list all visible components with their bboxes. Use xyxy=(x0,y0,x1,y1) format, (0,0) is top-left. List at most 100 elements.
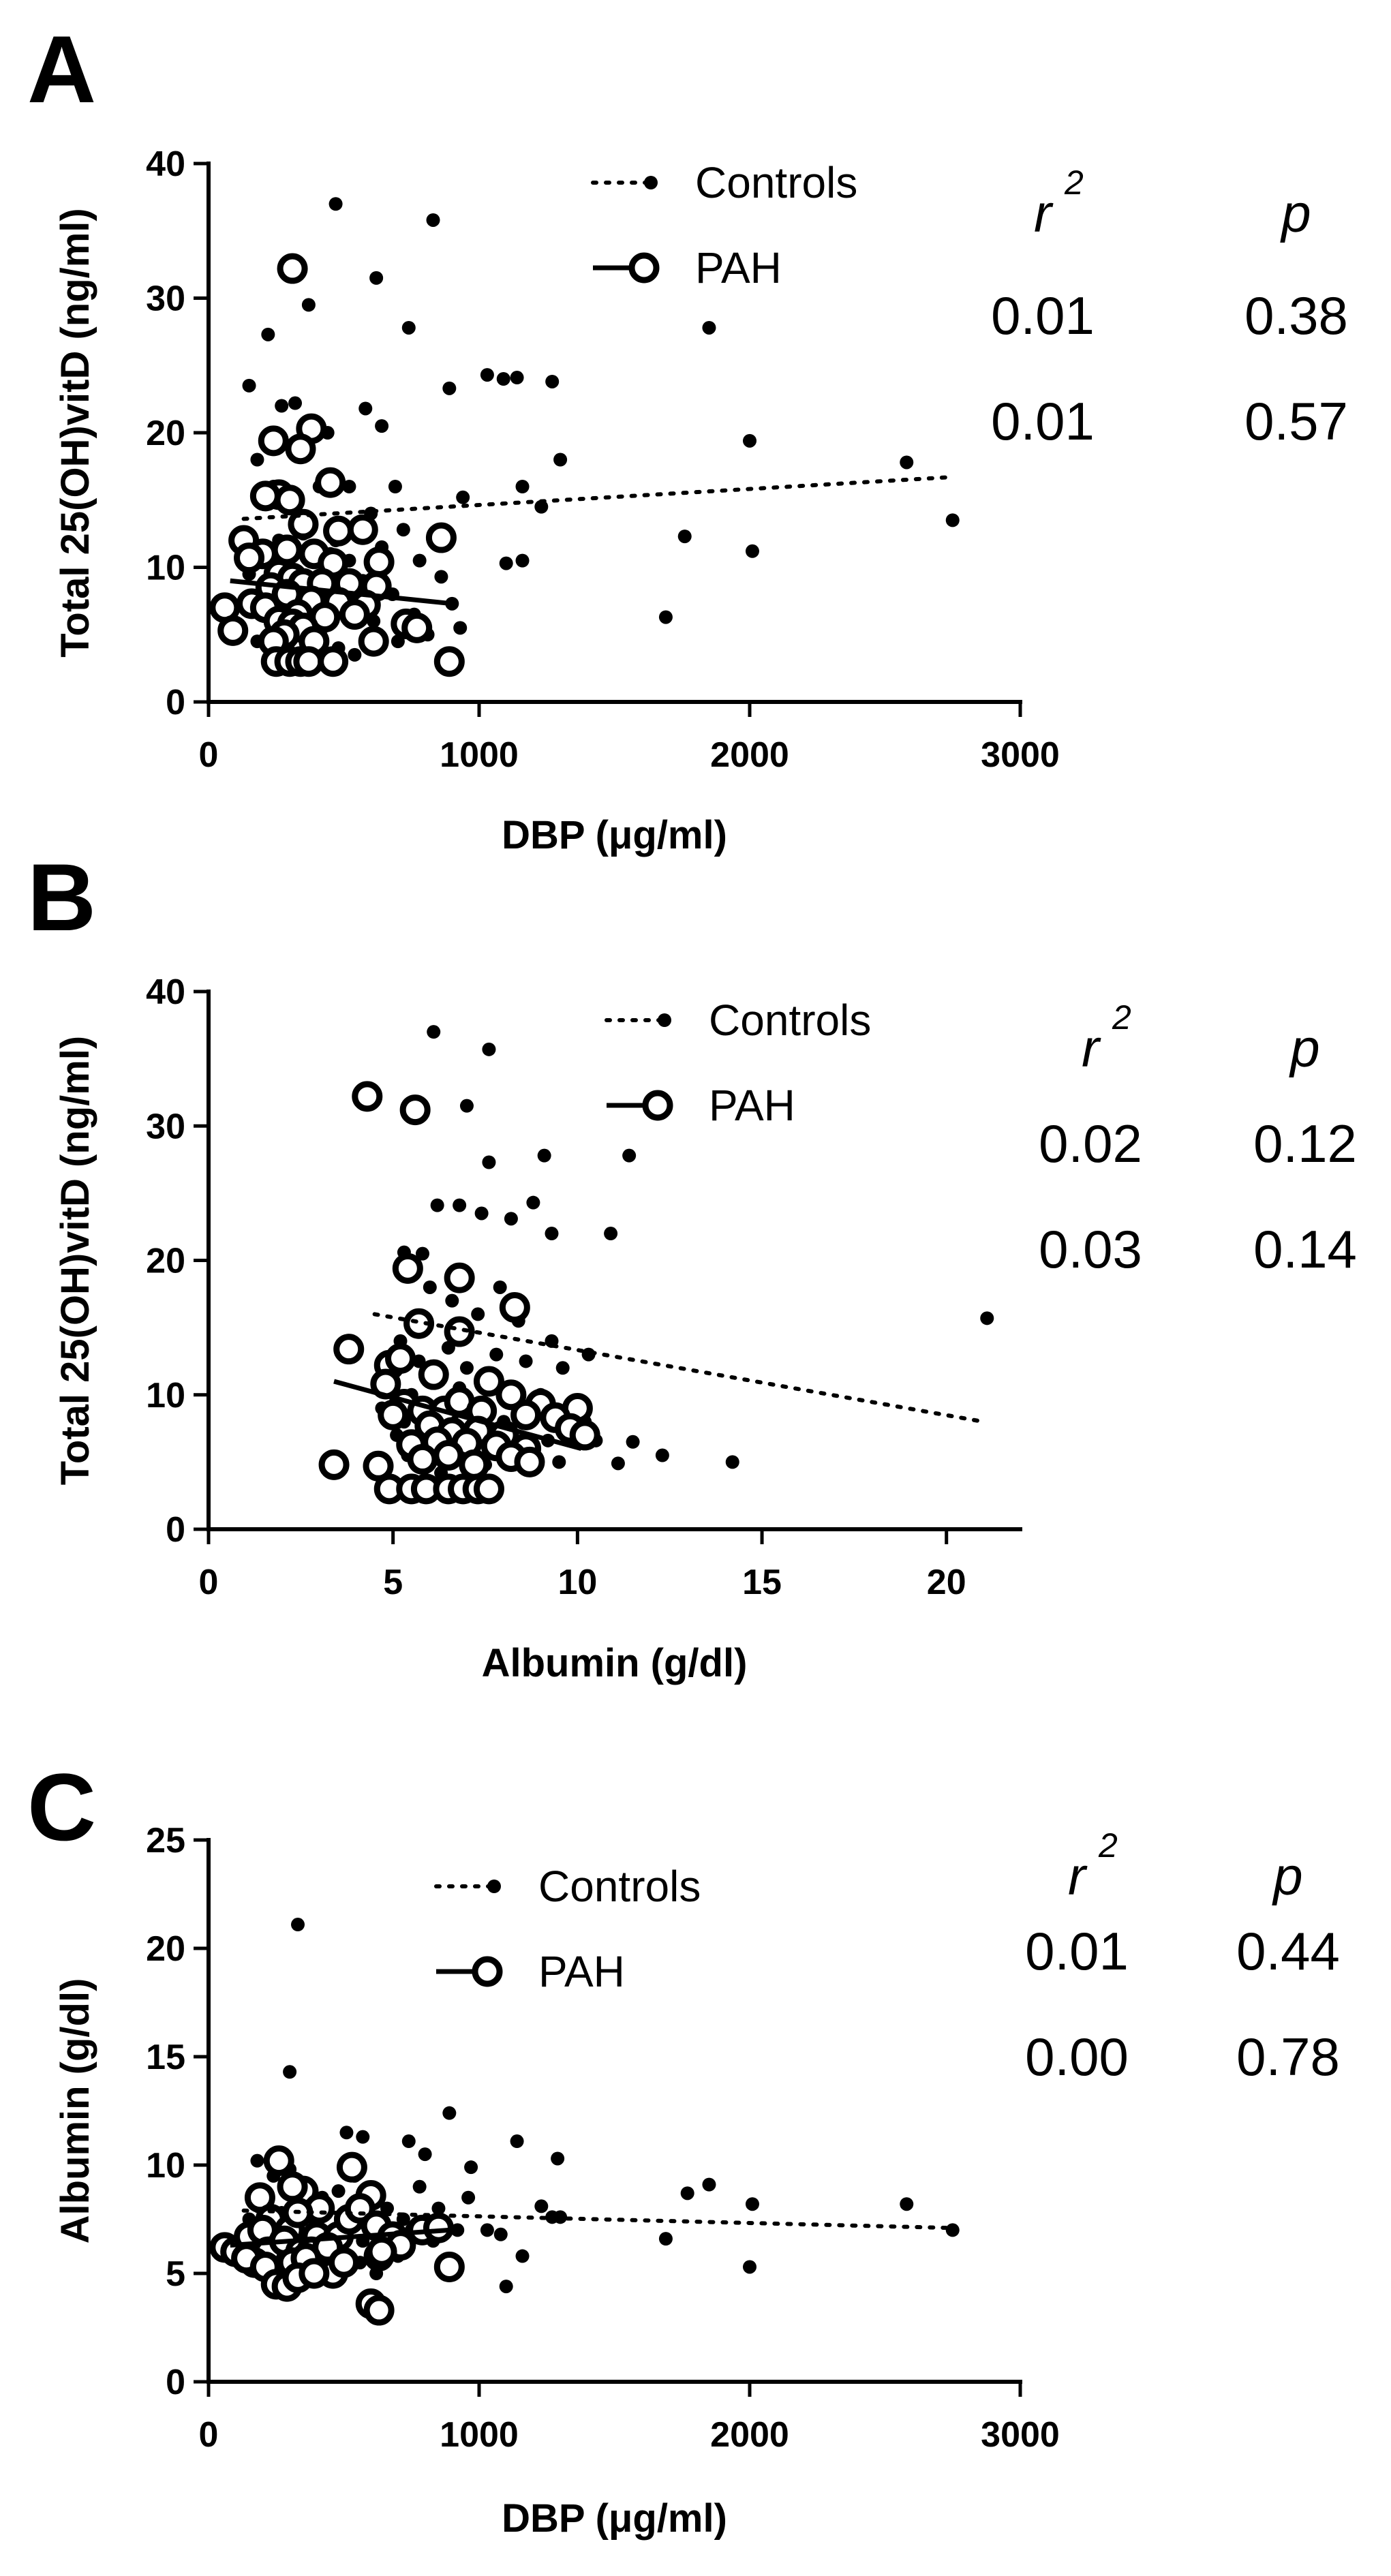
pah-fit-line xyxy=(333,1379,582,1452)
y-tick-label: 20 xyxy=(146,414,185,453)
controls-fit-line xyxy=(241,2208,952,2230)
pah-point xyxy=(249,480,281,512)
legend-pah-marker xyxy=(628,252,660,283)
control-point xyxy=(412,553,427,568)
x-axis-title: Albumin (g/dl) xyxy=(482,1641,748,1685)
pah-point xyxy=(407,1443,438,1475)
control-point xyxy=(380,2201,395,2215)
series-pah xyxy=(318,1081,600,1505)
control-point xyxy=(658,610,673,624)
control-point xyxy=(301,298,316,312)
panel-c: C 0 5 10 15 20 25 0 1000 2000 3000 DBP (μg/ml) Album… xyxy=(27,1753,1340,2541)
r-squared-value: 0.01 xyxy=(991,391,1095,451)
pah-point xyxy=(459,1449,490,1480)
r-squared-header: r xyxy=(1082,1018,1101,1078)
control-point xyxy=(553,453,568,467)
control-point xyxy=(339,2126,354,2140)
pah-point xyxy=(399,1094,431,1126)
legend-controls-label: Controls xyxy=(709,996,871,1045)
control-point xyxy=(461,2190,476,2205)
pah-point xyxy=(499,1292,530,1323)
panel-letter: B xyxy=(27,844,96,951)
p-value-header: p xyxy=(1289,1018,1319,1078)
pah-point xyxy=(258,425,289,457)
panel-a: A 0 10 20 30 40 0 1000 2000 3000 DBP (μg/ml) Total … xyxy=(27,16,1348,857)
control-point xyxy=(745,2197,759,2211)
pah-point xyxy=(293,646,324,677)
control-point xyxy=(534,2199,549,2213)
control-point xyxy=(743,433,756,448)
y-tick-label: 40 xyxy=(146,144,185,184)
pah-point xyxy=(339,599,370,630)
control-point xyxy=(418,2147,432,2162)
r-squared-superscript: 2 xyxy=(1064,164,1084,202)
x-tick-label: 2000 xyxy=(710,735,789,775)
control-point xyxy=(900,455,914,470)
pah-point xyxy=(318,646,349,677)
legend-pah-label: PAH xyxy=(709,1081,795,1130)
control-point xyxy=(945,2223,960,2237)
control-point xyxy=(725,1455,739,1469)
control-point xyxy=(283,2065,297,2079)
legend-pah-label: PAH xyxy=(538,1947,625,1996)
legend-pah-marker xyxy=(472,1956,503,1987)
y-tick-label: 0 xyxy=(166,2363,185,2402)
legend: Controls PAH xyxy=(591,158,857,292)
control-point xyxy=(388,480,402,493)
control-point xyxy=(680,2186,694,2201)
control-point xyxy=(489,1347,504,1362)
control-point xyxy=(250,2153,264,2168)
pah-point xyxy=(444,1316,475,1347)
control-point xyxy=(900,2197,914,2211)
control-point xyxy=(499,2280,513,2294)
pah-point xyxy=(433,1440,464,1471)
pah-point xyxy=(401,612,433,643)
pah-point xyxy=(495,1379,527,1411)
control-point xyxy=(655,1448,669,1462)
control-point xyxy=(423,1280,437,1294)
pah-point xyxy=(288,508,319,540)
pah-point xyxy=(363,547,395,578)
pah-point xyxy=(299,2258,330,2289)
pah-point xyxy=(358,626,389,657)
y-tick-label: 10 xyxy=(146,549,185,588)
control-point xyxy=(482,1042,496,1056)
control-point xyxy=(545,1227,559,1241)
x-tick-label: 3000 xyxy=(981,2415,1060,2455)
p-value: 0.44 xyxy=(1236,1921,1340,1981)
r-squared-superscript: 2 xyxy=(1112,998,1131,1037)
control-point xyxy=(348,647,362,662)
stats-table: r2 p 0.01 0.44 0.00 0.78 xyxy=(1025,1826,1340,2087)
control-point xyxy=(743,2260,756,2274)
pah-point xyxy=(333,1334,365,1365)
pah-point xyxy=(569,1420,600,1451)
y-tick-label: 40 xyxy=(146,972,185,1012)
legend: Controls PAH xyxy=(434,1862,701,1996)
pah-point xyxy=(277,253,308,284)
pah-point xyxy=(433,646,465,677)
p-value-header: p xyxy=(1280,183,1311,243)
y-tick-label: 10 xyxy=(146,1376,185,1415)
pah-point xyxy=(433,2251,465,2282)
control-point xyxy=(412,2179,427,2194)
control-point xyxy=(745,544,759,558)
r-squared-value: 0.01 xyxy=(991,286,1095,346)
control-point xyxy=(291,1918,305,1932)
control-point xyxy=(450,2223,465,2237)
control-point xyxy=(250,453,264,467)
control-point xyxy=(677,530,692,544)
pah-point xyxy=(385,1343,416,1374)
control-point xyxy=(493,2227,508,2241)
control-point xyxy=(555,1361,570,1375)
y-axis-title: Total 25(OH)vitD (ng/ml) xyxy=(53,208,97,657)
control-point xyxy=(622,1148,637,1163)
control-point xyxy=(453,621,468,635)
control-point xyxy=(496,372,510,386)
x-tick-label: 3000 xyxy=(981,735,1060,775)
p-value-header: p xyxy=(1272,1846,1302,1906)
control-point xyxy=(401,320,416,335)
pah-point xyxy=(363,2295,395,2326)
control-point xyxy=(430,1198,444,1212)
control-point xyxy=(626,1435,640,1449)
